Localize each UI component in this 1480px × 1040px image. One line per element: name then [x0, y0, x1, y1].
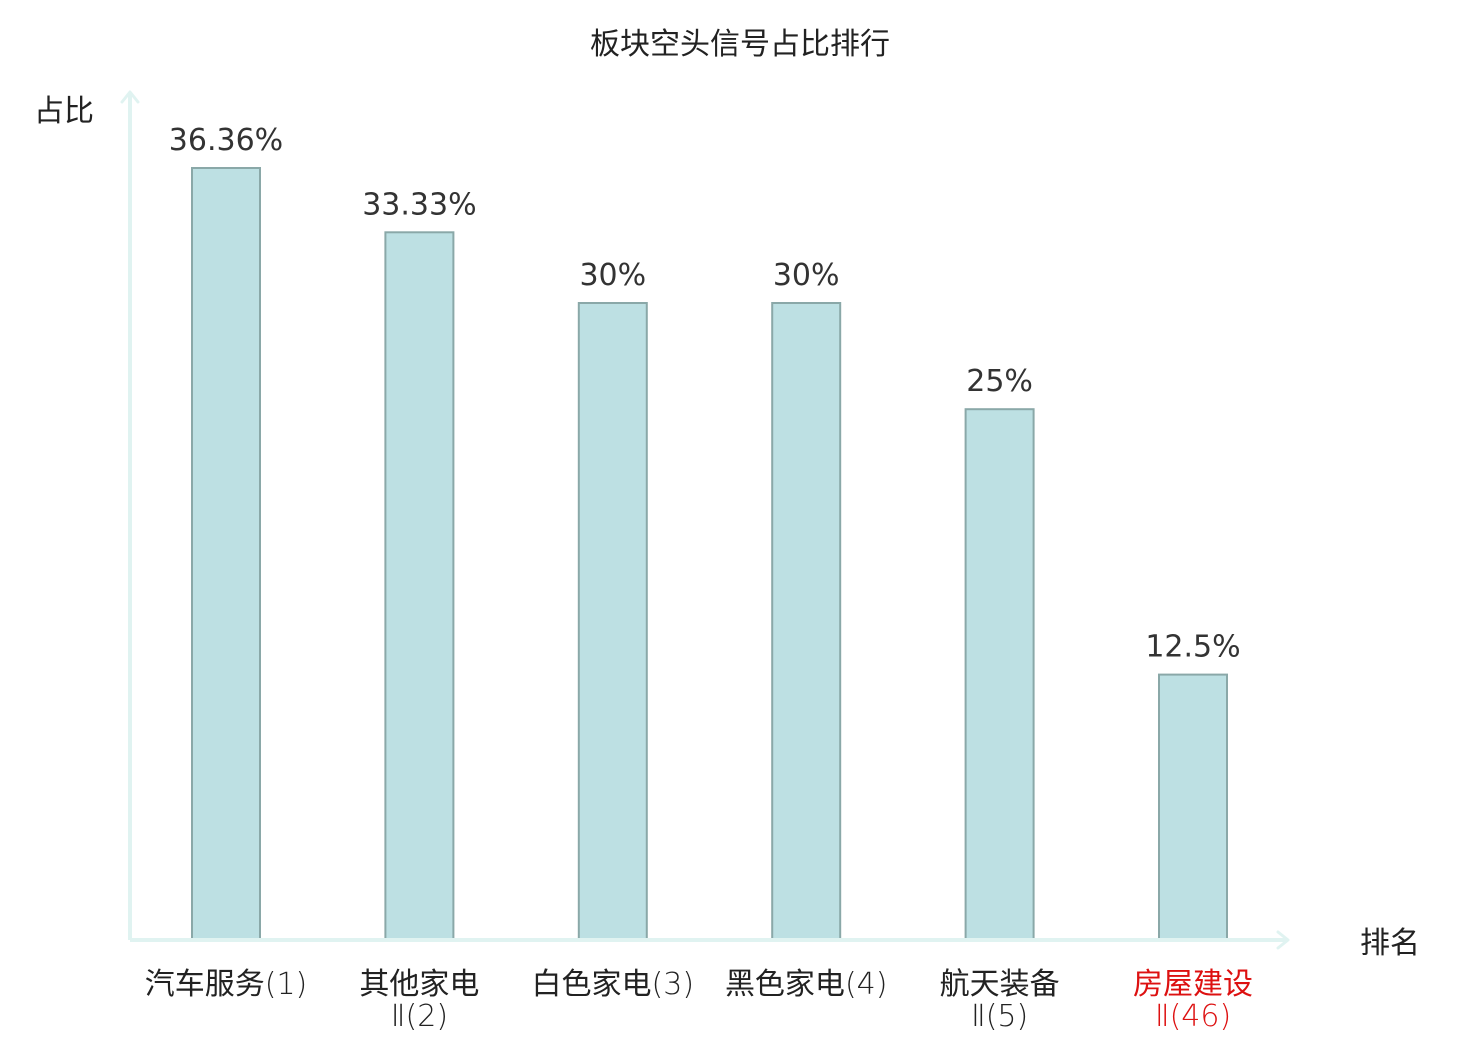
x-tick-name: 其他家电: [359, 967, 479, 1002]
bar: [384, 231, 455, 942]
x-tick-label: 白色家电(3): [532, 967, 695, 1002]
bar-value-label: 30%: [773, 258, 840, 293]
x-tick-rank: (5): [986, 999, 1029, 1034]
bars-layer: [191, 167, 1228, 942]
x-tick-name: 房屋建设: [1133, 967, 1253, 1002]
x-tick-label: 黑色家电(4): [725, 967, 888, 1002]
bar: [1158, 673, 1228, 941]
x-tick-label: 航天装备: [940, 967, 1060, 1002]
x-tick-label-line2: Ⅱ(5): [971, 999, 1028, 1034]
bar: [577, 302, 648, 941]
x-tick-name: 汽车服务: [145, 967, 265, 1002]
x-axis-label: 排名: [1360, 926, 1420, 961]
bar-value-label: 25%: [966, 364, 1033, 399]
bar-value-label: 30%: [579, 258, 646, 293]
x-tick-label: 其他家电: [359, 967, 479, 1002]
bar: [771, 302, 842, 941]
bar: [191, 167, 261, 941]
chart-title: 板块空头信号占比排行: [590, 27, 890, 62]
x-tick-name-cont: Ⅱ: [391, 999, 406, 1034]
x-tick-name: 航天装备: [940, 967, 1060, 1002]
x-tick-rank: (3): [652, 967, 695, 1002]
bar-value-label: 36.36%: [169, 123, 283, 158]
x-tick-name: 白色家电: [532, 967, 652, 1002]
x-tick-rank: (2): [406, 999, 449, 1034]
x-tick-rank: (1): [265, 967, 308, 1002]
x-tick-name: 黑色家电: [725, 967, 845, 1002]
x-tick-label-line2: Ⅱ(46): [1155, 999, 1231, 1034]
labels-layer: 36.36%汽车服务(1)33.33%其他家电Ⅱ(2)30%白色家电(3)30%…: [145, 123, 1253, 1034]
bar-value-label: 12.5%: [1145, 630, 1240, 665]
x-tick-label: 房屋建设: [1133, 967, 1253, 1002]
x-tick-name-cont: Ⅱ: [1155, 999, 1170, 1034]
x-tick-rank: (4): [845, 967, 888, 1002]
y-axis-label: 占比: [34, 94, 94, 129]
x-tick-name-cont: Ⅱ: [971, 999, 986, 1034]
x-tick-rank: (46): [1170, 999, 1232, 1034]
bar-value-label: 33.33%: [362, 187, 476, 222]
bar: [964, 408, 1035, 941]
x-tick-label: 汽车服务(1): [145, 967, 308, 1002]
x-tick-label-line2: Ⅱ(2): [391, 999, 448, 1034]
